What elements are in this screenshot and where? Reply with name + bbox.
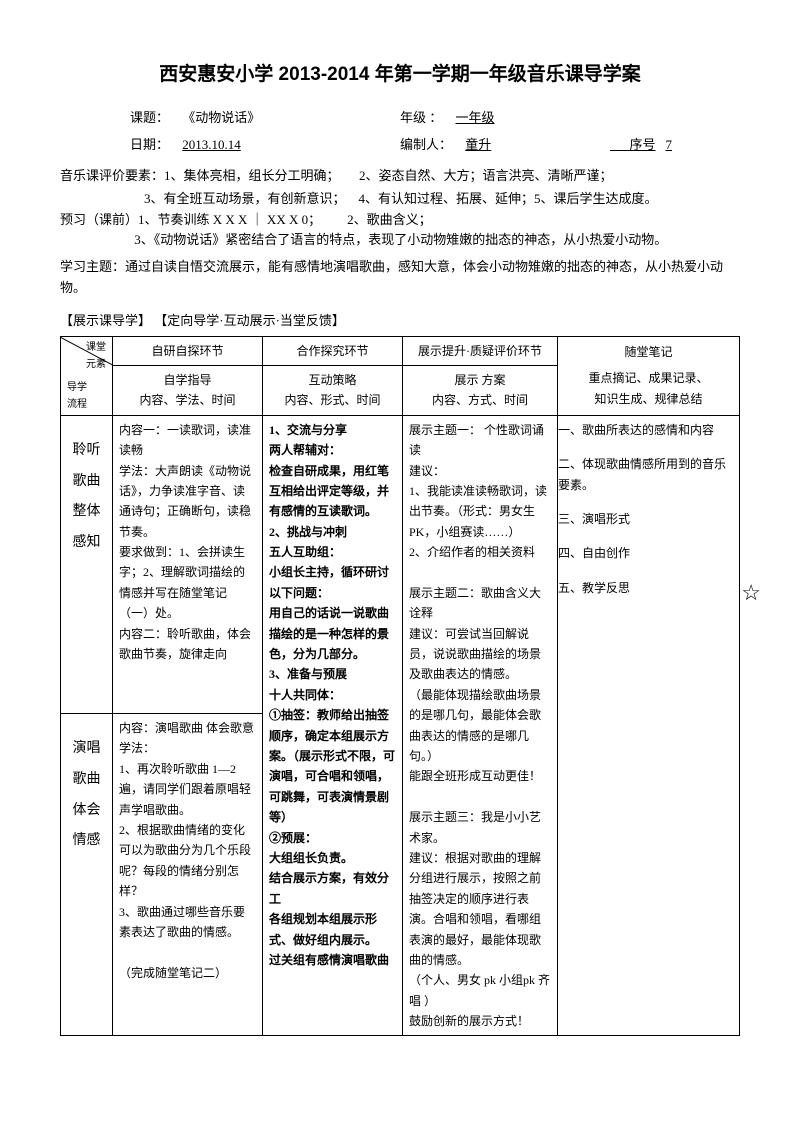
diagonal-header: 课堂 元素 导学 流程 — [61, 336, 113, 415]
star-icon: ☆ — [741, 574, 761, 611]
cell-c5: 一、歌曲所表达的感情和内容 二、体现歌曲情感所用到的音乐要素。 三、演唱形式 四… — [558, 415, 740, 1036]
notes-item-4: 四、自由创作 — [558, 543, 733, 563]
preview-i1: 1、节奏训练 X X X ｜ XX X 0； — [138, 212, 321, 227]
notes-item-2: 二、体现歌曲情感所用到的音乐要素。 — [558, 454, 733, 495]
cell-c2-r2: 内容：演唱歌曲 体会歌意 学法： 1、再次聆听歌曲 1—2 遍，请同学们跟着原唱… — [113, 714, 263, 1036]
cell-c3: 1、交流与分享 两人帮辅对： 检查自研成果，用红笔互相给出评定等级，并有感情的互… — [263, 415, 403, 1036]
author-value: 童升 — [465, 135, 491, 156]
col2-header-a: 自研自探环节 — [113, 336, 263, 365]
lesson-table: 课堂 元素 导学 流程 自研自探环节 合作探究环节 展示提升·质疑评价环节 随堂… — [60, 336, 740, 1037]
eval-row2: 3、有全班互动场景，有创新意识； 4、有认知过程、拓展、延伸；5、课后学生达成度… — [60, 189, 740, 210]
table-lead: 【展示课导学】 【定向导学·互动展示·当堂反馈】 — [60, 311, 740, 332]
meta-row-1: 课题： 《动物说话》 年级 ： 一年级 — [60, 108, 740, 129]
diag-bot-label: 导学 流程 — [67, 379, 87, 413]
row2-label: 演唱 歌曲 体会 情感 — [61, 714, 113, 1036]
theme-label: 学习主题： — [60, 259, 125, 274]
notes-item-3: 三、演唱形式 — [558, 509, 733, 529]
preview-i3: 3、《动物说话》紧密结合了语言的特点，表现了小动物雉嫩的拙态的神态，从小热爱小动… — [134, 232, 667, 247]
eval-i3: 3、有全班互动场景，有创新意识； — [144, 191, 346, 206]
col5-header-a: 随堂笔记 — [564, 342, 733, 362]
author-label: 编制人： — [400, 137, 452, 152]
grade-label: 年级 ： — [400, 110, 442, 125]
table-row: 聆听 歌曲 整体 感知 内容一：一读歌词，读准读畅 学法：大声朗读《动物说话》，… — [61, 415, 740, 713]
page-title: 西安惠安小学 2013-2014 年第一学期一年级音乐课导学案 — [60, 60, 740, 90]
theme-section: 学习主题：通过自读自悟交流展示，能有感情地演唱歌曲，感知大意，体会小动物雉嫩的拙… — [60, 257, 740, 299]
notes-item-1: 一、歌曲所表达的感情和内容 — [558, 420, 733, 440]
serial-value: 7 — [666, 137, 673, 152]
col5-header: 随堂笔记 重点摘记、成果记录、 知识生成、规律总结 — [558, 336, 740, 415]
row1-label: 聆听 歌曲 整体 感知 — [61, 415, 113, 713]
eval-i4: 4、有认知过程、拓展、延伸；5、课后学生达成度。 — [359, 191, 658, 206]
preview-lead: 预习（课前） — [60, 212, 138, 227]
topic-value: 《动物说话》 — [182, 110, 260, 125]
cell-c4: 展示主题一： 个性歌词诵读 建议： 1、我能读准读畅歌词，读出节奏。（形式：男女… — [403, 415, 558, 1036]
notes-item-5-wrap: 五、教学反思 ☆ — [558, 578, 733, 598]
col3-header-a: 合作探究环节 — [263, 336, 403, 365]
topic-label: 课题： — [130, 110, 169, 125]
eval-i2: 2、姿态自然、大方；语言洪亮、清晰严谨； — [359, 168, 613, 183]
col5-header-b: 重点摘记、成果记录、 知识生成、规律总结 — [564, 368, 733, 409]
col4-header-a: 展示提升·质疑评价环节 — [403, 336, 558, 365]
preview-section: 预习（课前）1、节奏训练 X X X ｜ XX X 0； 2、歌曲含义； — [60, 210, 740, 231]
preview-i2: 2、歌曲含义； — [347, 212, 432, 227]
meta-row-2: 日期： 2013.10.14 编制人： 童升 序号 7 — [60, 135, 740, 156]
notes-item-5: 五、教学反思 — [558, 581, 630, 595]
col3-header-b: 互动策略 内容、形式、时间 — [263, 365, 403, 415]
col4-header-b: 展示 方案 内容、方式、时间 — [403, 365, 558, 415]
cell-c2-r1: 内容一：一读歌词，读准读畅 学法：大声朗读《动物说话》，力争读准字音、读通诗句；… — [113, 415, 263, 713]
eval-lead: 音乐课评价要素： — [60, 168, 164, 183]
eval-section: 音乐课评价要素：1、集体亮相，组长分工明确； 2、姿态自然、大方；语言洪亮、清晰… — [60, 166, 740, 187]
date-label: 日期： — [130, 137, 169, 152]
serial-label: 序号 — [630, 137, 656, 152]
eval-i1: 1、集体亮相，组长分工明确； — [164, 168, 340, 183]
preview-row2: 3、《动物说话》紧密结合了语言的特点，表现了小动物雉嫩的拙态的神态，从小热爱小动… — [60, 230, 740, 251]
date-value: 2013.10.14 — [182, 135, 241, 156]
diag-top-label: 课堂 元素 — [86, 339, 106, 373]
grade-value: 一年级 — [456, 108, 495, 129]
col2-header-b: 自学指导 内容、学法、时间 — [113, 365, 263, 415]
table-row: 课堂 元素 导学 流程 自研自探环节 合作探究环节 展示提升·质疑评价环节 随堂… — [61, 336, 740, 365]
theme-text: 通过自读自悟交流展示，能有感情地演唱歌曲，感知大意，体会小动物雉嫩的拙态的神态，… — [60, 259, 723, 295]
